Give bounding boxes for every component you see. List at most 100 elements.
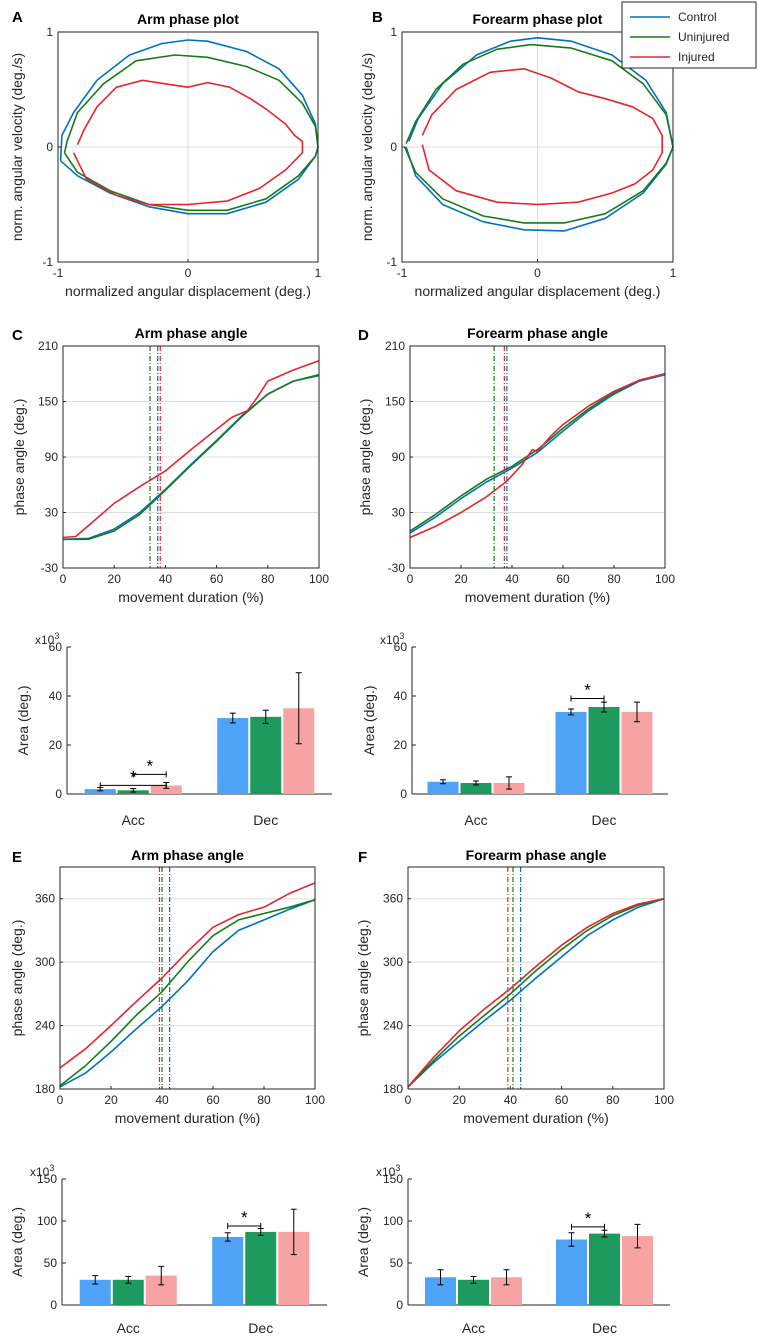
significance-star: * xyxy=(584,680,591,699)
category-label-acc: Acc xyxy=(464,812,487,828)
y-tick-label: 40 xyxy=(49,689,63,703)
series-line-injured xyxy=(409,373,666,539)
category-label-acc: Acc xyxy=(122,812,145,828)
x-axis-label: normalized angular displacement (deg.) xyxy=(65,283,311,299)
x-tick-label: 40 xyxy=(159,572,173,586)
x-tick-label: 60 xyxy=(556,572,570,586)
legend-label-control: Control xyxy=(678,10,717,24)
x-tick-label: 80 xyxy=(606,1093,620,1107)
series-line-injured xyxy=(62,360,320,539)
y-axis-label: norm. angular velocity (deg./s) xyxy=(359,53,375,241)
y-tick-label: 0 xyxy=(50,1298,57,1312)
series-line-injured xyxy=(59,882,316,1069)
category-label-dec: Dec xyxy=(592,812,617,828)
bar-injured-dec xyxy=(621,711,653,794)
category-label-dec: Dec xyxy=(248,1320,273,1336)
panel-label: B xyxy=(372,9,383,26)
chart-title: Forearm phase angle xyxy=(467,325,608,341)
x-tick-label: 100 xyxy=(655,572,675,586)
x-axis-label: movement duration (%) xyxy=(118,589,264,605)
y-axis-label: Area (deg.) xyxy=(15,685,31,755)
y-tick-label: 20 xyxy=(49,738,63,752)
y-tick-label: 20 xyxy=(394,738,408,752)
bar-uninjured-acc xyxy=(460,782,492,794)
panel-b: -1 0 1 -1 0 1 Forearm phase plot normalized ang… xyxy=(359,1,757,299)
y-tick-label: -30 xyxy=(41,561,59,575)
y-tick-label: 1 xyxy=(390,25,397,39)
x-tick-label: -1 xyxy=(397,266,408,280)
bar-uninjured-dec xyxy=(250,716,282,794)
y-tick-label: -1 xyxy=(386,255,397,269)
axes-box xyxy=(59,866,316,1090)
y-tick-label: 60 xyxy=(394,640,408,654)
bar-uninjured-dec xyxy=(588,707,620,794)
panel-label: C xyxy=(12,327,23,344)
x-axis-label: normalized angular displacement (deg.) xyxy=(415,283,661,299)
axes-box xyxy=(407,866,665,1090)
panel-e: 0 20 40 60 80 100 180 240 300 360 Arm phase angle m… xyxy=(9,847,325,1126)
x-tick-label: 100 xyxy=(305,1093,325,1107)
y-tick-label: 50 xyxy=(44,1256,58,1270)
x-tick-label: 1 xyxy=(670,266,677,280)
panel-a: -1 0 1 -1 0 1 Arm phase plot normalized angular… xyxy=(9,9,322,299)
bar-control-dec xyxy=(556,1239,587,1305)
y-tick-label: 1 xyxy=(46,25,53,39)
x-tick-label: -1 xyxy=(53,266,64,280)
x-tick-label: 100 xyxy=(654,1093,674,1107)
x-axis-label: movement duration (%) xyxy=(115,1110,261,1126)
x-tick-label: 60 xyxy=(210,572,224,586)
significance-star: * xyxy=(130,767,137,786)
panel-label: F xyxy=(358,849,367,866)
bar-uninjured-dec xyxy=(589,1233,620,1305)
y-tick-label: 210 xyxy=(385,339,405,353)
x-axis-label: movement duration (%) xyxy=(463,1110,609,1126)
y-tick-label: 90 xyxy=(45,450,59,464)
panel-c: 0 20 40 60 80 100 -30 30 90 150 210 Arm phase angle… xyxy=(11,325,329,605)
y-tick-label: 150 xyxy=(38,395,58,409)
chart-title: Arm phase angle xyxy=(131,847,244,863)
y-tick-label: 40 xyxy=(394,689,408,703)
chart-title: Arm phase plot xyxy=(137,11,239,27)
chart-title: Arm phase angle xyxy=(135,325,248,341)
x-axis-label: movement duration (%) xyxy=(465,589,611,605)
series-line-uninjured xyxy=(403,43,674,224)
y-tick-label: 0 xyxy=(400,787,407,801)
x-tick-label: 0 xyxy=(534,266,541,280)
x-tick-label: 0 xyxy=(185,266,192,280)
bar-control-acc xyxy=(84,789,116,794)
x-tick-label: 60 xyxy=(206,1093,220,1107)
y-tick-label: 240 xyxy=(383,1019,403,1033)
x-tick-label: 0 xyxy=(57,1093,64,1107)
significance-star: * xyxy=(585,1209,592,1228)
y-tick-label: 360 xyxy=(35,892,55,906)
y-tick-label: 240 xyxy=(35,1019,55,1033)
x-tick-label: 1 xyxy=(315,266,322,280)
legend-label-uninjured: Uninjured xyxy=(678,30,729,44)
series-line-control xyxy=(409,373,666,534)
x-tick-label: 40 xyxy=(504,1093,518,1107)
category-label-acc: Acc xyxy=(117,1320,140,1336)
panel-d: 0 20 40 60 80 100 -30 30 90 150 210 Forearm phase a… xyxy=(357,325,675,605)
category-label-dec: Dec xyxy=(253,812,278,828)
series-line-uninjured xyxy=(407,897,665,1088)
y-tick-label: 150 xyxy=(383,1172,403,1186)
series-line-control xyxy=(59,899,316,1088)
y-tick-label: 0 xyxy=(390,140,397,154)
x-tick-label: 20 xyxy=(454,572,468,586)
bar-uninjured-acc xyxy=(458,1279,489,1305)
bar-uninjured-dec xyxy=(245,1231,277,1305)
bar-injured-acc xyxy=(150,785,182,794)
y-axis-label: Area (deg.) xyxy=(9,1207,25,1277)
series-line-injured xyxy=(407,897,665,1088)
y-tick-label: 30 xyxy=(45,506,59,520)
y-tick-label: 50 xyxy=(390,1256,404,1270)
y-tick-label: 90 xyxy=(392,450,406,464)
category-label-dec: Dec xyxy=(592,1320,617,1336)
y-axis-label: Area (deg.) xyxy=(361,685,377,755)
x-tick-label: 0 xyxy=(60,572,67,586)
y-tick-label: 180 xyxy=(35,1082,55,1096)
chart-title: Forearm phase angle xyxy=(466,847,607,863)
x-tick-label: 40 xyxy=(505,572,519,586)
